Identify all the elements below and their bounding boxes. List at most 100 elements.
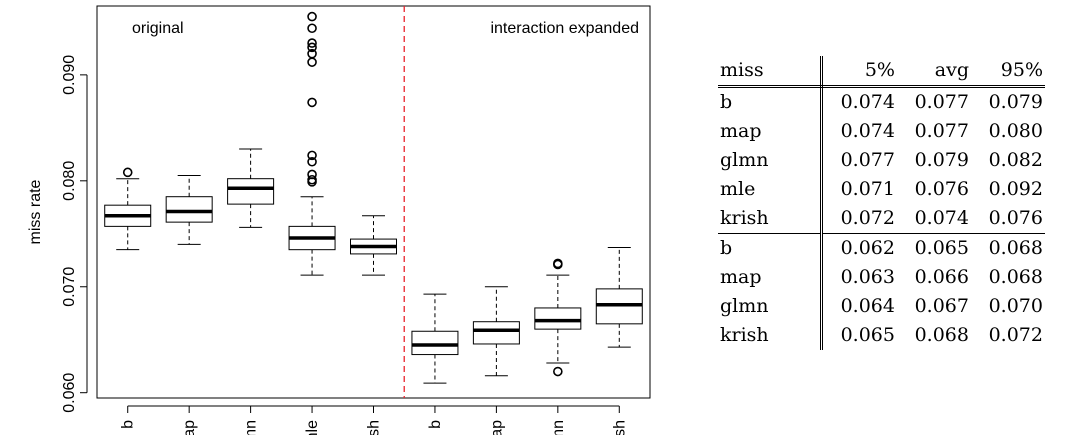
iqr-box [165,196,213,223]
row-name: b [718,86,823,117]
header-miss: miss [718,56,823,88]
row-name: map [718,263,823,292]
y-axis: 0.060 0.070 0.080 0.090 [61,55,88,413]
outlier-point [553,366,563,377]
cell-avg: 0.077 [914,120,969,142]
cell-avg: 0.079 [914,149,969,171]
table-body: b 0.074 0.077 0.079 map 0.074 0.077 0.080 glmn 0.… [718,86,1045,350]
table-row: krish 0.072 0.074 0.076 [718,204,1045,234]
summary-table: miss 5% avg 95% b 0.074 0.077 0.079 map 0.074… [718,56,1045,350]
cell-avg: 0.077 [914,91,969,113]
outlier-point [307,38,317,48]
outlier-point [307,156,317,167]
x-tick-label: krish [366,420,383,435]
cell-95pct: 0.079 [988,91,1043,113]
cell-95pct: 0.070 [988,295,1043,317]
table-row: map 0.063 0.066 0.068 [718,263,1045,292]
row-name: krish [718,204,823,234]
row-name: krish [718,321,823,350]
box-mle [288,11,336,276]
table-header-row: miss 5% avg 95% [718,56,1045,88]
y-tick-label: 0.090 [61,55,78,95]
boxplot-chart: miss rate original interaction expanded … [27,5,651,435]
outlier-point [307,169,317,180]
y-axis-label: miss rate [27,179,44,244]
cell-95pct: 0.068 [971,233,1045,263]
box-b [411,293,459,384]
row-name: glmn [718,146,823,175]
table-row: mle 0.071 0.076 0.092 [718,175,1045,204]
outlier-point [307,150,317,161]
box-glmn [534,258,582,377]
iqr-box [534,307,582,330]
cell-5pct: 0.071 [840,178,895,200]
cell-5pct: 0.074 [840,91,895,113]
row-name: map [718,117,823,146]
outlier-point [307,42,317,53]
iqr-box [227,178,275,205]
x-tick-label: map [488,420,505,435]
row-name: mle [718,175,823,204]
y-tick-label: 0.060 [61,373,78,413]
row-name: b [718,233,823,263]
outlier-point [307,11,317,22]
cell-95pct: 0.076 [988,207,1043,229]
cell-avg: 0.074 [914,207,969,229]
cell-avg: 0.065 [897,233,971,263]
table-row: glmn 0.064 0.067 0.070 [718,292,1045,321]
x-tick-label: b [427,420,444,429]
table-row: b 0.062 0.065 0.068 [718,233,1045,263]
cell-5pct: 0.062 [821,233,897,263]
table-row: krish 0.065 0.068 0.072 [718,321,1045,350]
cell-95pct: 0.068 [988,266,1043,288]
cell-95pct: 0.080 [988,120,1043,142]
y-tick-label: 0.070 [61,267,78,307]
table-row: b 0.074 0.077 0.079 [718,86,1045,117]
y-tick-label: 0.080 [61,161,78,201]
outlier-point [553,258,563,269]
outlier-point [307,57,317,67]
x-tick-label: map [181,420,198,435]
box-krish [350,215,397,276]
row-name: glmn [718,292,823,321]
table-row: glmn 0.077 0.079 0.082 [718,146,1045,175]
cell-5pct: 0.077 [840,149,895,171]
x-axis: b map glmn mle krish b map glmn krish [120,405,628,435]
x-tick-label: glmn [550,420,567,435]
cell-avg: 0.066 [914,266,969,288]
boxes [104,6,643,398]
x-tick-label: glmn [243,420,260,435]
cell-95pct: 0.082 [988,149,1043,171]
section-label-interaction-expanded: interaction expanded [490,20,639,37]
x-tick-label: krish [611,420,628,435]
box-b [104,167,152,251]
box-krish [595,247,643,348]
box-glmn [227,148,275,228]
cell-5pct: 0.074 [840,120,895,142]
outlier-point [122,167,133,178]
outlier-point [307,23,317,34]
cell-avg: 0.067 [914,295,969,317]
cell-5pct: 0.072 [840,207,895,229]
x-tick-label: b [120,420,137,429]
cell-5pct: 0.065 [840,324,895,346]
header-95pct: 95% [971,56,1045,88]
section-label-original: original [132,20,184,37]
x-tick-label: mle [304,420,321,435]
iqr-box [411,330,459,356]
header-avg: avg [897,56,971,88]
plot-frame [96,5,651,399]
box-map [165,175,213,245]
outlier-point [307,97,317,108]
outlier-point [307,174,317,185]
outlier-point [307,48,317,59]
cell-avg: 0.068 [914,324,969,346]
cell-95pct: 0.092 [988,178,1043,200]
cell-95pct: 0.072 [988,324,1043,346]
header-5pct: 5% [821,56,897,88]
cell-avg: 0.076 [914,178,969,200]
box-map [472,286,520,377]
iqr-box [472,321,520,345]
table-row: map 0.074 0.077 0.080 [718,117,1045,146]
cell-5pct: 0.063 [840,266,895,288]
